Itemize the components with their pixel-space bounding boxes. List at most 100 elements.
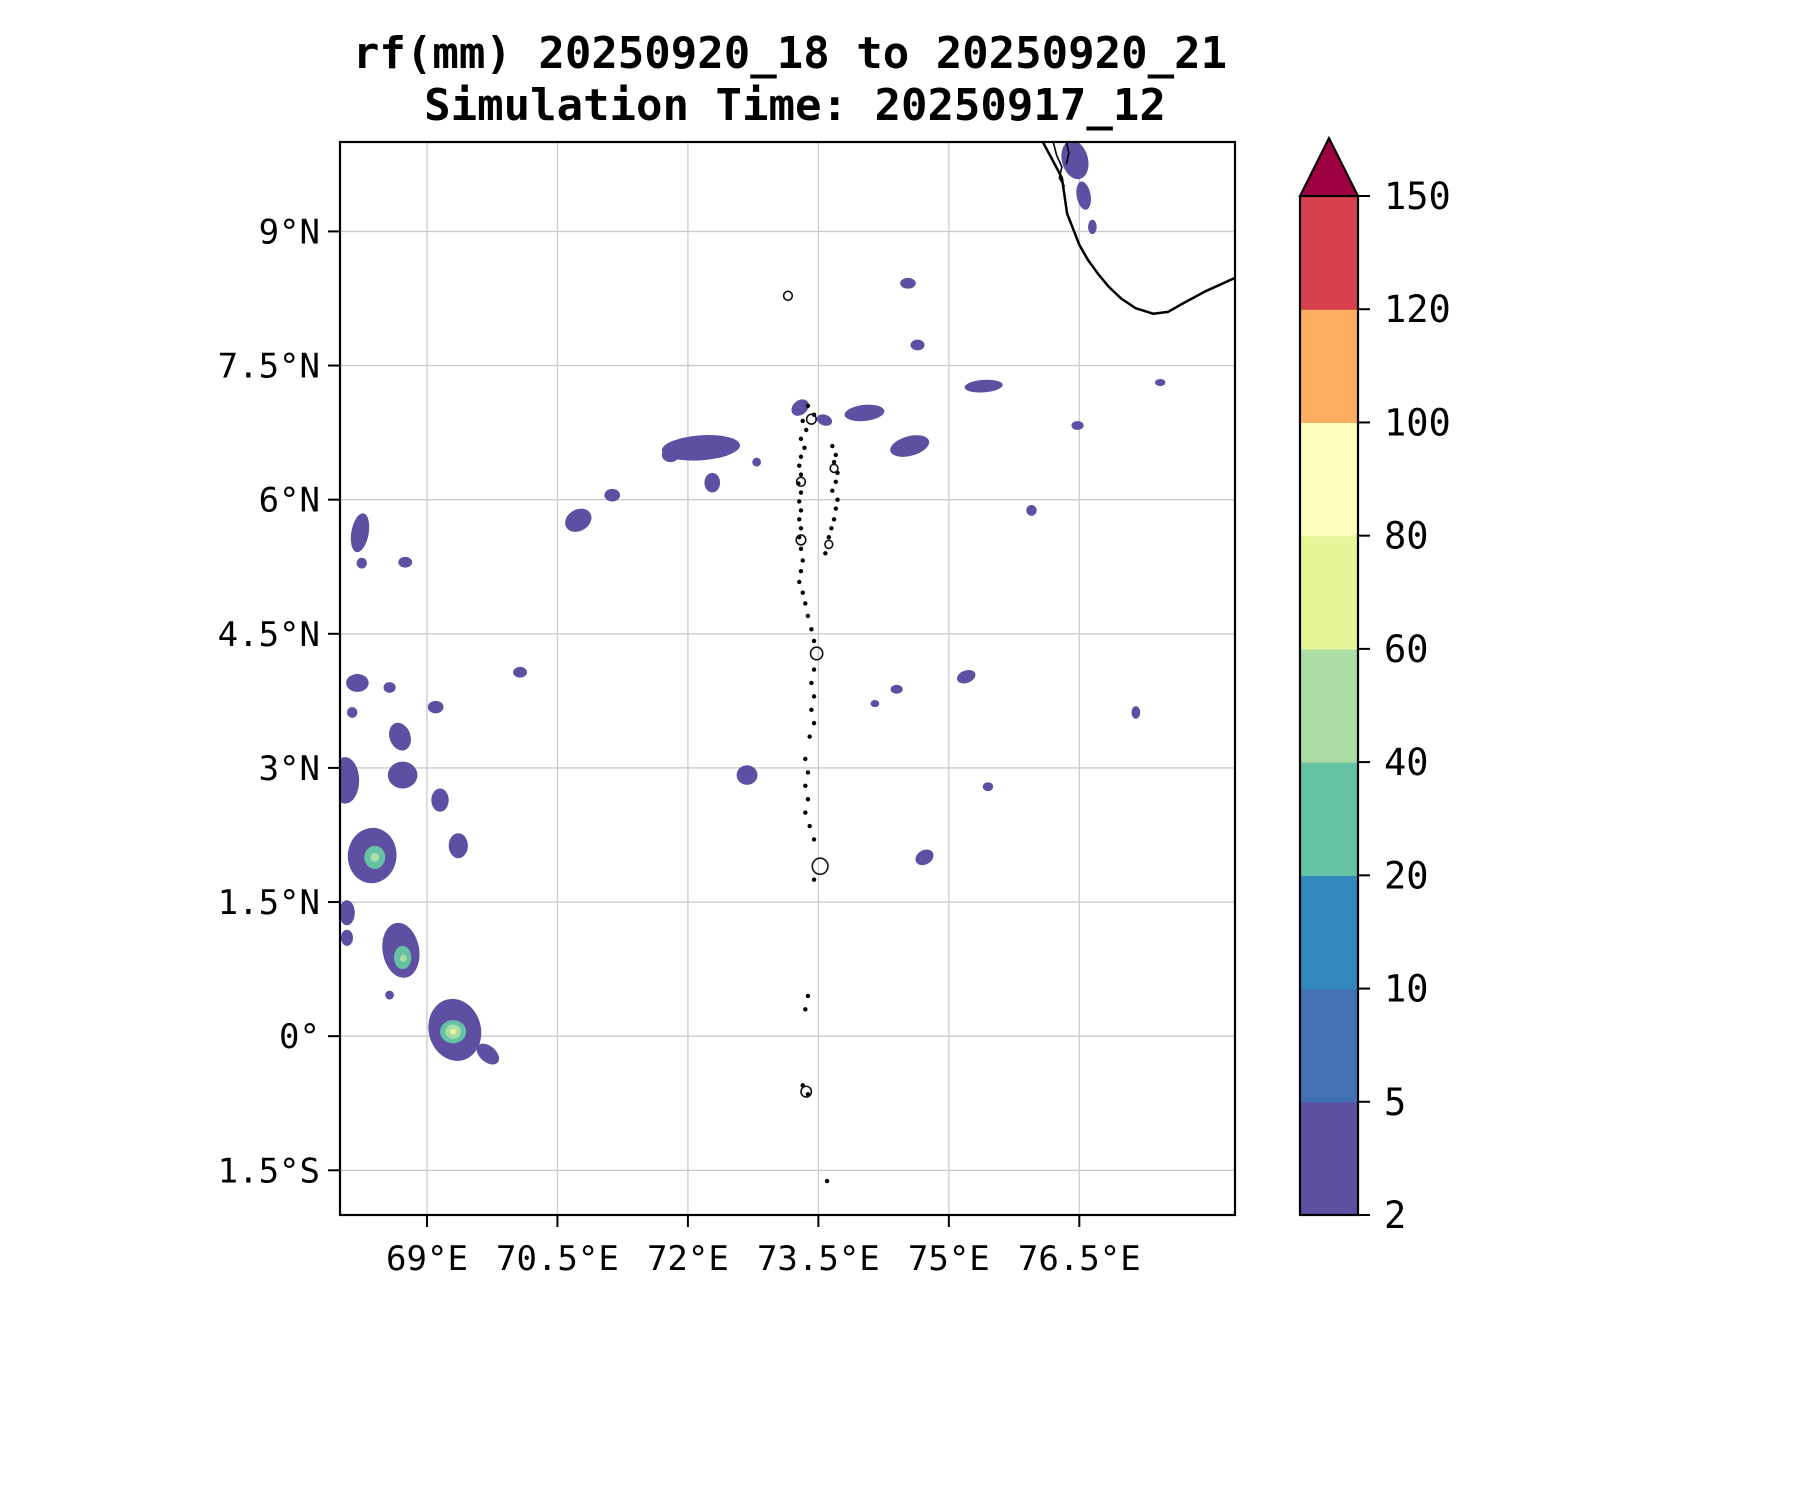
atoll-dot [833, 452, 838, 458]
rain-cell [791, 399, 809, 416]
rain-cell [1131, 706, 1141, 719]
atoll-dot [803, 783, 808, 788]
x-tick-label: 72°E [647, 1239, 729, 1279]
atoll-dot [798, 508, 804, 513]
rain-cell [982, 782, 994, 792]
rain-cell [387, 761, 418, 789]
rain-cell [431, 788, 449, 812]
y-tick-label: 7.5°N [218, 347, 320, 387]
rain-cell [346, 674, 369, 692]
atoll-dot [833, 506, 838, 511]
colorbar-band [1300, 196, 1358, 310]
atoll-ring [829, 463, 839, 474]
atoll-dot [803, 1007, 808, 1012]
rain-cell [910, 339, 925, 351]
atoll-dot [835, 497, 840, 502]
atoll-dot [811, 721, 817, 726]
rain-cell [385, 990, 394, 1000]
axis-ticks [328, 230, 1081, 1227]
rain-cell [1088, 219, 1097, 235]
x-tick-label: 70.5°E [496, 1239, 619, 1279]
rain-cell [844, 404, 885, 422]
y-tick-label: 4.5°N [218, 615, 320, 655]
atoll-ring [782, 290, 794, 302]
atoll-dot [811, 694, 817, 699]
rain-cell [565, 508, 592, 532]
x-tick-label: 73.5°E [757, 1239, 880, 1279]
atoll-ring [795, 534, 807, 546]
rain-cell [398, 556, 413, 568]
atoll-dot [809, 627, 814, 632]
atoll-dot [798, 490, 804, 495]
atoll-ring [795, 476, 807, 488]
atoll-dot [833, 479, 838, 484]
atoll-ring [824, 539, 834, 550]
rain-cell [340, 929, 354, 946]
atoll-dot [805, 993, 811, 999]
atoll-dot [811, 638, 817, 644]
rain-cell [956, 669, 976, 684]
atoll-dot [800, 558, 805, 563]
plot-frame [338, 140, 1237, 1217]
rain-cell [1026, 505, 1037, 516]
atoll-dot [809, 707, 814, 712]
rain-cell [1071, 420, 1084, 430]
rain-cell [370, 852, 380, 862]
colorbar: 2 5 10 20 40 60 80 100 120 150 [1298, 135, 1451, 1237]
atoll-dot [811, 837, 817, 842]
rain-cell [513, 666, 528, 678]
atoll-dot [830, 443, 835, 449]
atoll-dot [802, 445, 807, 451]
atoll-ring [809, 646, 824, 661]
colorbar-band [1300, 875, 1358, 990]
rain-cell [604, 488, 621, 502]
atoll-ring [805, 413, 818, 425]
rain-cell [383, 682, 396, 693]
atoll-dot [798, 546, 804, 552]
atoll-dot [830, 488, 835, 493]
rain-cell [870, 699, 880, 708]
rain-cell [816, 414, 833, 426]
atoll-dot [807, 734, 812, 739]
atoll-dot [798, 436, 804, 442]
y-tick-label: 3°N [259, 749, 320, 789]
atoll-dot [798, 472, 804, 477]
rain-cell [450, 1028, 457, 1035]
atoll-dot [804, 427, 809, 433]
grid-lines [340, 142, 1235, 1215]
coastal-backwater [1065, 142, 1070, 165]
atoll-dot [805, 613, 811, 619]
rain-cell [900, 277, 916, 289]
colorbar-band [1300, 988, 1358, 1103]
colorbar-tick-label: 100 [1384, 401, 1451, 444]
atoll-dot [798, 569, 804, 574]
rain-cell [661, 435, 741, 461]
atoll-dot [824, 1178, 830, 1184]
rain-cell [400, 954, 407, 962]
atoll-dot [800, 590, 805, 595]
y-tick-label: 6°N [259, 481, 320, 521]
india-coastline [1041, 142, 1235, 315]
atoll-dot [823, 551, 828, 556]
rain-cell [340, 757, 360, 804]
colorbar-tick-label: 60 [1384, 628, 1429, 671]
rain-cell [890, 684, 903, 694]
chart-subtitle: Simulation Time: 20250917_12 [424, 80, 1166, 131]
rain-cell [964, 379, 1003, 393]
atoll-dot [811, 667, 817, 672]
rain-cell [1076, 181, 1091, 210]
colorbar-tick-label: 2 [1384, 1194, 1406, 1237]
rain-cell [1154, 378, 1166, 387]
colorbar-tick-label: 120 [1384, 288, 1451, 331]
rain-cell [661, 447, 680, 463]
atoll-dot [807, 823, 812, 829]
colorbar-tick-label: 80 [1384, 515, 1429, 558]
rain-cell [346, 707, 358, 718]
coastal-backwater [1052, 142, 1066, 188]
colorbar-tick-label: 5 [1384, 1081, 1406, 1124]
maldives-atolls [782, 290, 840, 1184]
colorbar-tick-label: 150 [1384, 175, 1451, 218]
rain-cell [350, 513, 370, 553]
